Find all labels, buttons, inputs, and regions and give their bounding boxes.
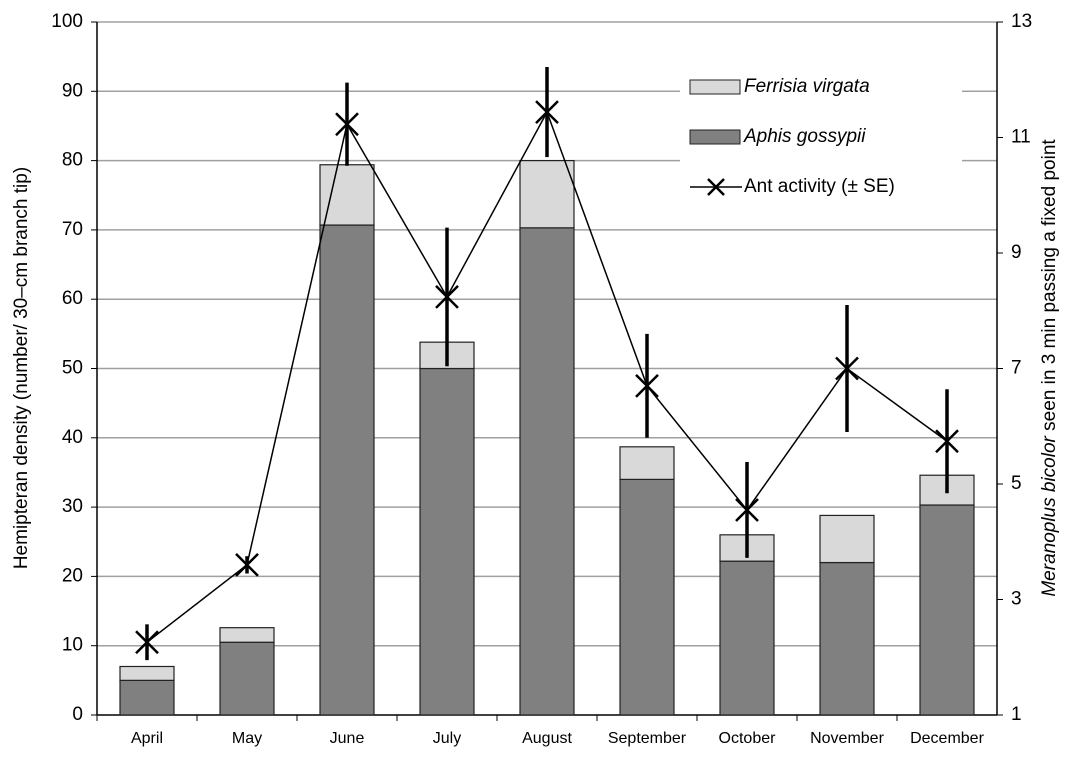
- y-tick-label: 50: [62, 358, 83, 379]
- marker: [935, 429, 959, 454]
- y-axis-label: Hemipteran density (number/ 30–cm branch…: [11, 167, 32, 569]
- y2-tick-label: 7: [1011, 358, 1022, 379]
- legend: Ferrisia virgata Aphis gossypii Ant activi…: [680, 62, 962, 222]
- x-tick-label: June: [330, 730, 365, 747]
- marker: [435, 285, 459, 309]
- y-tick-label: 70: [62, 219, 83, 240]
- y2-tick-label: 5: [1011, 473, 1022, 494]
- y-tick-label: 40: [62, 427, 83, 448]
- marker: [135, 630, 159, 655]
- x-tick-label: May: [232, 730, 262, 747]
- y2-tick-label: 1: [1011, 704, 1022, 725]
- bar-segment: [919, 504, 975, 716]
- y-tick-label: 0: [72, 704, 83, 725]
- y-tick-label: 100: [51, 11, 83, 32]
- x-tick-label: April: [131, 730, 163, 747]
- bar-segment: [319, 164, 375, 226]
- x-tick-label: October: [719, 730, 777, 747]
- x-tick-label: November: [810, 730, 884, 747]
- bar-segment: [319, 224, 375, 716]
- marker: [635, 373, 659, 398]
- bar-segment: [619, 478, 675, 716]
- legend-label: Ant activity (± SE): [744, 176, 895, 197]
- bar-segment: [519, 227, 575, 716]
- y-tick-label: 20: [62, 565, 83, 586]
- y2-axis-label-text: seen in 3 min passing a fixed point: [1039, 139, 1060, 437]
- x-tick-label: July: [433, 730, 461, 747]
- bar-segment: [619, 446, 675, 480]
- legend-label: Aphis gossypii: [743, 126, 866, 147]
- y2-tick-label: 3: [1011, 589, 1022, 610]
- y2-axis-label: Meranoplus bicolor seen in 3 min passing…: [1039, 139, 1060, 597]
- y-tick-label: 30: [62, 496, 83, 517]
- y-tick-label: 90: [62, 80, 83, 101]
- legend-swatch: [689, 79, 741, 95]
- legend-swatch: [689, 129, 741, 145]
- bar-segment: [119, 665, 175, 681]
- bar-segment: [519, 160, 575, 229]
- y-tick-label: 60: [62, 288, 83, 309]
- x-tick-label: December: [910, 730, 984, 747]
- bar-segment: [119, 679, 175, 716]
- bar-segment: [219, 641, 275, 716]
- y-tick-label: 10: [62, 635, 83, 656]
- marker: [835, 356, 859, 381]
- x-tick-label: September: [608, 730, 687, 747]
- marker: [735, 498, 759, 522]
- y2-tick-label: 9: [1011, 242, 1022, 263]
- bar-segment: [719, 560, 775, 716]
- bar-segment: [819, 514, 875, 564]
- y2-tick-label: 11: [1011, 127, 1031, 148]
- bar-segment: [219, 627, 275, 643]
- marker: [335, 112, 359, 137]
- marker: [235, 552, 259, 577]
- y-tick-label: 80: [62, 150, 83, 171]
- marker: [535, 100, 559, 124]
- y2-axis-label-species: Meranoplus bicolor: [1039, 435, 1060, 596]
- bar-segment: [819, 561, 875, 716]
- bar-segment: [419, 367, 475, 716]
- x-tick-label: August: [522, 730, 572, 747]
- legend-marker: [707, 178, 725, 196]
- y2-tick-label: 13: [1011, 11, 1032, 32]
- legend-label: Ferrisia virgata: [744, 76, 870, 97]
